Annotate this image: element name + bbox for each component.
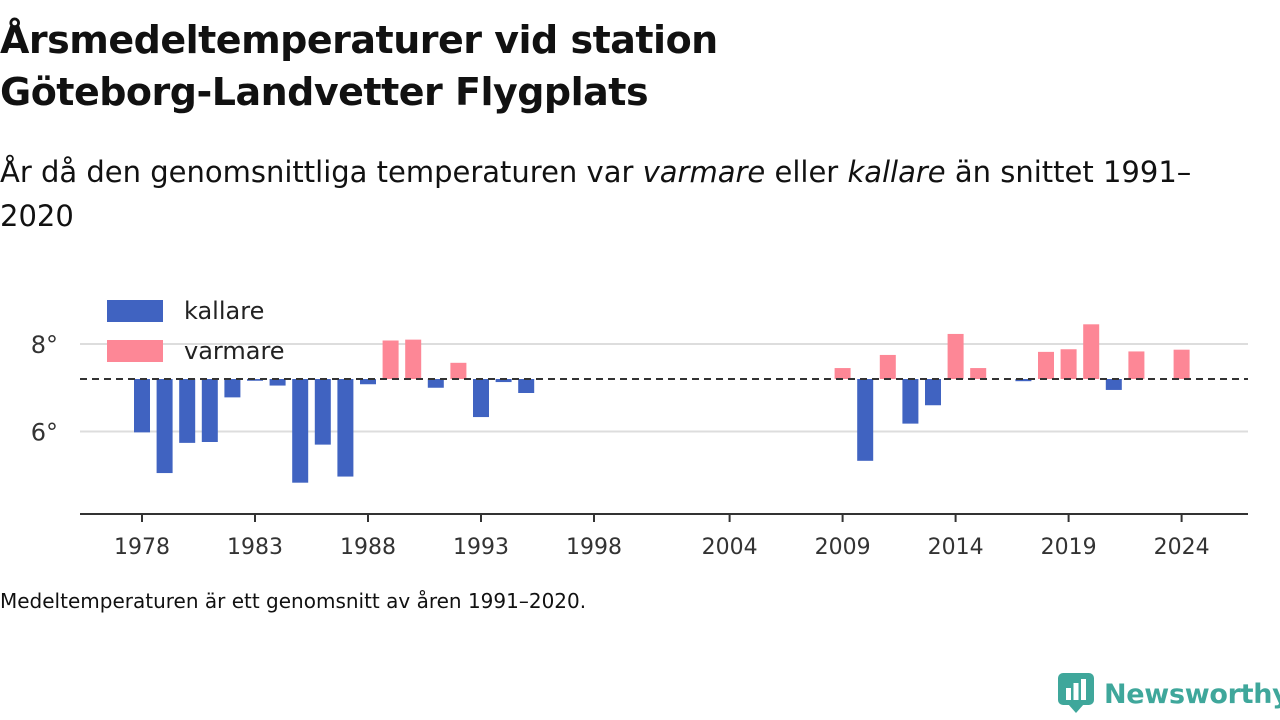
x-tick-label-2009: 2009 (815, 535, 871, 560)
x-tick-label-2019: 2019 (1041, 535, 1097, 560)
legend-swatch-varmare (107, 340, 163, 362)
bar-chart: 1978 1983 1988 1993 1998 2004 2009 2014 2019 2024… (31, 297, 1248, 560)
bar-varmare-2014 (947, 333, 964, 379)
x-tick-label-1988: 1988 (340, 535, 396, 560)
bar-kallare-1984 (269, 379, 286, 386)
bar-kallare-2017 (1015, 379, 1032, 382)
bar-kallare-2021 (1105, 379, 1122, 390)
y-tick-label-8: 8° (31, 331, 58, 359)
y-tick-label-6: 6° (31, 419, 58, 447)
chart-title: Årsmedeltemperaturer vid station Götebor… (0, 14, 1100, 118)
bar-kallare-1994 (495, 379, 512, 383)
bar-kallare-1986 (314, 379, 331, 445)
bar-kallare-1978 (134, 379, 150, 433)
title-line-2: Göteborg-Landvetter Flygplats (0, 70, 649, 114)
gridlines (80, 343, 1248, 433)
subtitle-text-3: än snittet 1991–2020 (0, 155, 1192, 233)
chart-subtitle: År då den genomsnittliga temperaturen va… (0, 150, 1200, 238)
bar-kallare-1979 (156, 379, 173, 474)
bar-varmare-2024 (1173, 349, 1190, 379)
bar-varmare-1992 (450, 362, 467, 379)
legend-label-varmare: varmare (184, 337, 285, 365)
legend-swatch-kallare (107, 300, 163, 322)
x-tick-label-1978: 1978 (114, 535, 170, 560)
bar-varmare-2019 (1060, 349, 1077, 379)
bar-kallare-2010 (857, 379, 874, 461)
bar-kallare-1981 (201, 379, 218, 442)
bar-varmare-2011 (879, 354, 896, 379)
newsworthy-logo-icon (1058, 673, 1094, 713)
bar-varmare-2020 (1083, 324, 1100, 379)
subtitle-warmer: varmare (642, 155, 766, 189)
bar-varmare-2022 (1128, 351, 1145, 379)
bar-varmare-1989 (382, 340, 399, 379)
bars (134, 324, 1190, 483)
bar-varmare-2018 (1038, 351, 1054, 379)
subtitle-text-1: År då den genomsnittliga temperaturen va… (0, 155, 643, 189)
bar-varmare-1990 (405, 339, 422, 379)
bar-varmare-2015 (970, 368, 987, 379)
x-tick-label-1983: 1983 (227, 535, 283, 560)
bar-kallare-1980 (179, 379, 196, 443)
x-tick-label-1993: 1993 (453, 535, 509, 560)
x-tick-label-2004: 2004 (702, 535, 758, 560)
bar-kallare-2012 (902, 379, 919, 424)
newsworthy-wordmark: Newsworthy (1104, 678, 1280, 710)
bar-varmare-2009 (834, 368, 851, 379)
newsworthy-logo: Newsworthy (1058, 672, 1280, 716)
legend: kallare varmare (107, 297, 285, 365)
x-tick-label-2024: 2024 (1154, 535, 1210, 560)
subtitle-text-2: eller (765, 155, 848, 189)
title-line-1: Årsmedeltemperaturer vid station (0, 18, 718, 62)
y-axis-labels: 6° 8° (31, 331, 58, 447)
legend-label-kallare: kallare (184, 297, 264, 325)
bar-kallare-1982 (224, 379, 241, 398)
footnote: Medeltemperaturen är ett genomsnitt av å… (0, 589, 587, 613)
bar-kallare-1985 (292, 379, 309, 483)
bar-kallare-1995 (518, 379, 535, 393)
bar-kallare-1993 (473, 379, 489, 418)
x-tick-label-1998: 1998 (566, 535, 622, 560)
subtitle-colder: kallare (847, 155, 946, 189)
bar-kallare-1991 (427, 379, 444, 388)
bar-kallare-2013 (925, 379, 941, 406)
x-tick-label-2014: 2014 (928, 535, 984, 560)
bar-kallare-1987 (337, 379, 354, 477)
x-axis: 1978 1983 1988 1993 1998 2004 2009 2014 2019 2024 (80, 513, 1248, 560)
bar-kallare-1988 (360, 379, 376, 385)
